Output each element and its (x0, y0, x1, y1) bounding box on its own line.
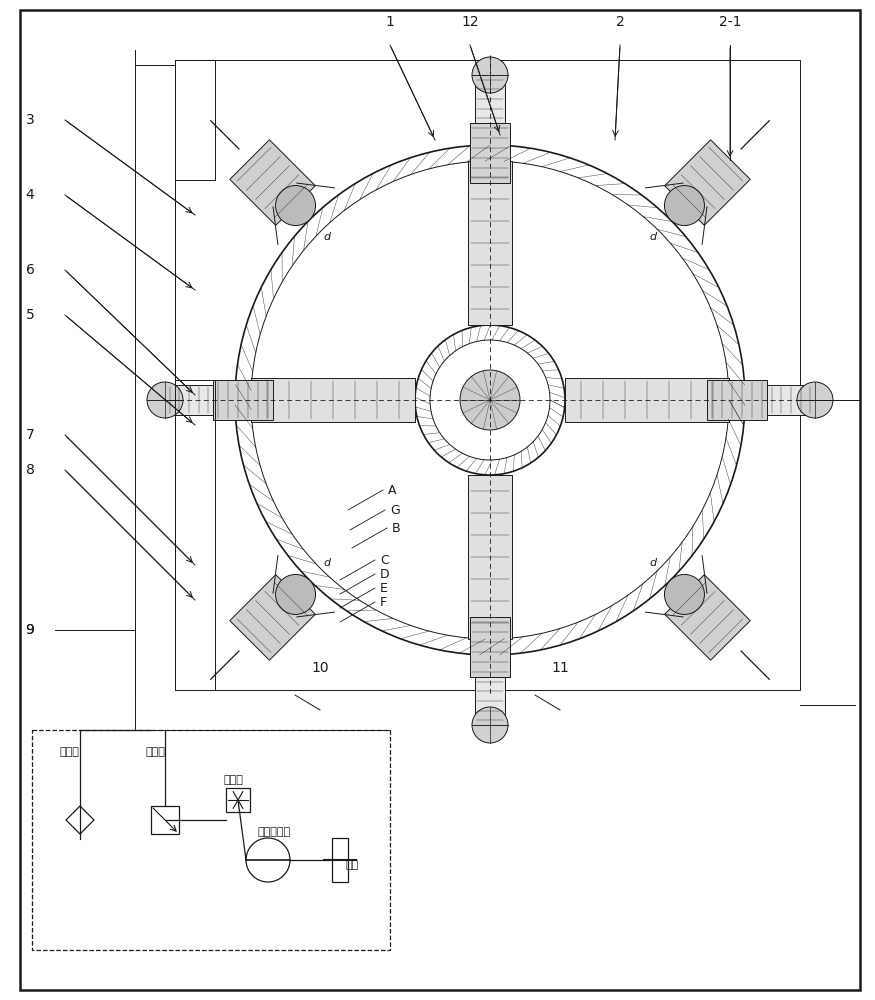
Text: 5: 5 (25, 308, 34, 322)
Polygon shape (165, 385, 213, 415)
Circle shape (147, 382, 183, 418)
Text: 4: 4 (25, 188, 34, 202)
Text: 1: 1 (386, 15, 395, 29)
Circle shape (664, 574, 704, 614)
Text: E: E (380, 582, 388, 594)
Text: 溢流阀: 溢流阀 (145, 747, 164, 757)
Circle shape (472, 57, 508, 93)
Polygon shape (475, 677, 505, 725)
Text: 节流阀: 节流阀 (223, 775, 243, 785)
Text: 9: 9 (25, 623, 34, 637)
Text: F: F (380, 595, 387, 608)
Circle shape (797, 382, 833, 418)
Polygon shape (230, 575, 315, 660)
Text: 低压冷却泵: 低压冷却泵 (258, 827, 291, 837)
Text: d: d (649, 232, 656, 242)
Circle shape (664, 186, 704, 226)
Text: D: D (380, 568, 389, 580)
Polygon shape (251, 378, 415, 422)
Polygon shape (767, 385, 815, 415)
Polygon shape (565, 378, 729, 422)
Circle shape (276, 574, 316, 614)
Polygon shape (213, 380, 273, 420)
Circle shape (276, 186, 316, 226)
Polygon shape (230, 140, 315, 225)
Polygon shape (665, 140, 750, 225)
Text: 11: 11 (551, 661, 569, 675)
Polygon shape (470, 617, 510, 677)
Text: d: d (324, 558, 331, 568)
Text: A: A (388, 484, 396, 496)
Polygon shape (665, 575, 750, 660)
Text: 10: 10 (312, 661, 329, 675)
Text: 3: 3 (25, 113, 34, 127)
Text: G: G (390, 504, 400, 516)
Text: 9: 9 (25, 623, 34, 637)
Text: C: C (380, 554, 388, 566)
Text: 6: 6 (25, 263, 34, 277)
Text: d: d (324, 232, 331, 242)
Polygon shape (475, 75, 505, 123)
Text: 冷却器: 冷却器 (60, 747, 80, 757)
Text: B: B (392, 522, 401, 534)
Text: 8: 8 (25, 463, 34, 477)
Polygon shape (470, 123, 510, 183)
Text: 2-1: 2-1 (718, 15, 741, 29)
Text: d: d (649, 558, 656, 568)
Circle shape (472, 707, 508, 743)
Polygon shape (468, 475, 512, 639)
Text: 12: 12 (461, 15, 479, 29)
Text: 2: 2 (616, 15, 625, 29)
Text: 7: 7 (25, 428, 34, 442)
Polygon shape (468, 161, 512, 325)
Circle shape (460, 370, 520, 430)
Polygon shape (707, 380, 767, 420)
Text: 油箱: 油箱 (345, 860, 358, 870)
